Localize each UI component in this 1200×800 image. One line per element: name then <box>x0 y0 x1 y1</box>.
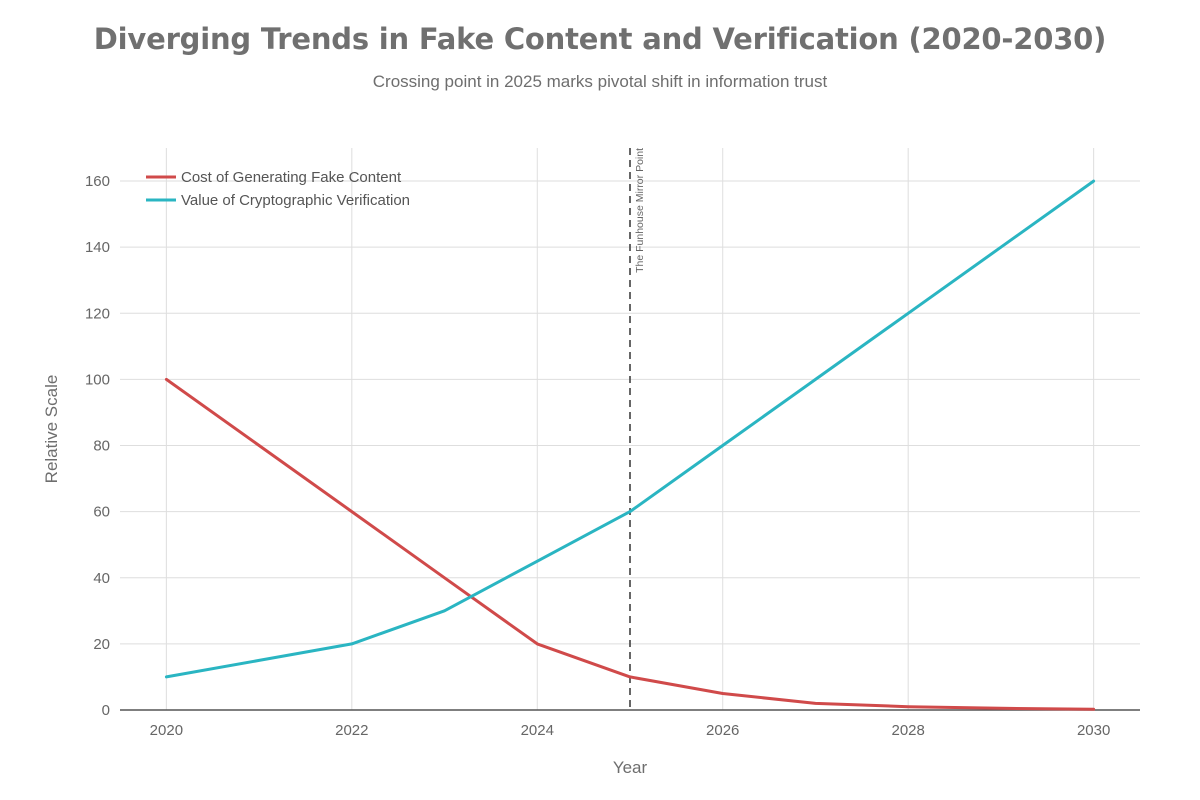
y-tick-label: 160 <box>85 173 110 190</box>
annotation-layer: The Funhouse Mirror Point <box>629 148 646 710</box>
x-tick-label: 2028 <box>891 722 924 739</box>
y-axis-title: Relative Scale <box>42 375 61 484</box>
y-tick-label: 120 <box>85 305 110 322</box>
x-tick-label: 2026 <box>706 722 739 739</box>
y-tick-label: 100 <box>85 371 110 388</box>
x-tick-label: 2030 <box>1077 722 1110 739</box>
y-tick-label: 60 <box>93 504 110 521</box>
y-tick-label: 80 <box>93 438 110 455</box>
y-tick-label: 0 <box>102 702 110 719</box>
legend-label-2: Value of Cryptographic Verification <box>181 192 410 209</box>
chart-title: Diverging Trends in Fake Content and Ver… <box>93 22 1107 56</box>
chart-subtitle: Crossing point in 2025 marks pivotal shi… <box>372 72 828 91</box>
legend: Cost of Generating Fake Content Value of … <box>146 169 410 209</box>
crossing-point-label: The Funhouse Mirror Point <box>634 148 646 273</box>
series-layer <box>164 179 1096 711</box>
x-axis-title: Year <box>613 758 648 777</box>
y-tick-label: 40 <box>93 570 110 587</box>
x-tick-label: 2024 <box>521 722 554 739</box>
y-tick-label: 20 <box>93 636 110 653</box>
x-tick-label: 2022 <box>335 722 368 739</box>
x-tick-label: 2020 <box>150 722 183 739</box>
series-line-2 <box>164 179 1096 679</box>
axes: 0 20 40 60 80 100 120 140 160 2020 2022 2024 2026 202… <box>85 173 1140 739</box>
y-tick-label: 140 <box>85 239 110 256</box>
series-line-1 <box>164 377 1096 711</box>
legend-label-1: Cost of Generating Fake Content <box>181 169 402 186</box>
